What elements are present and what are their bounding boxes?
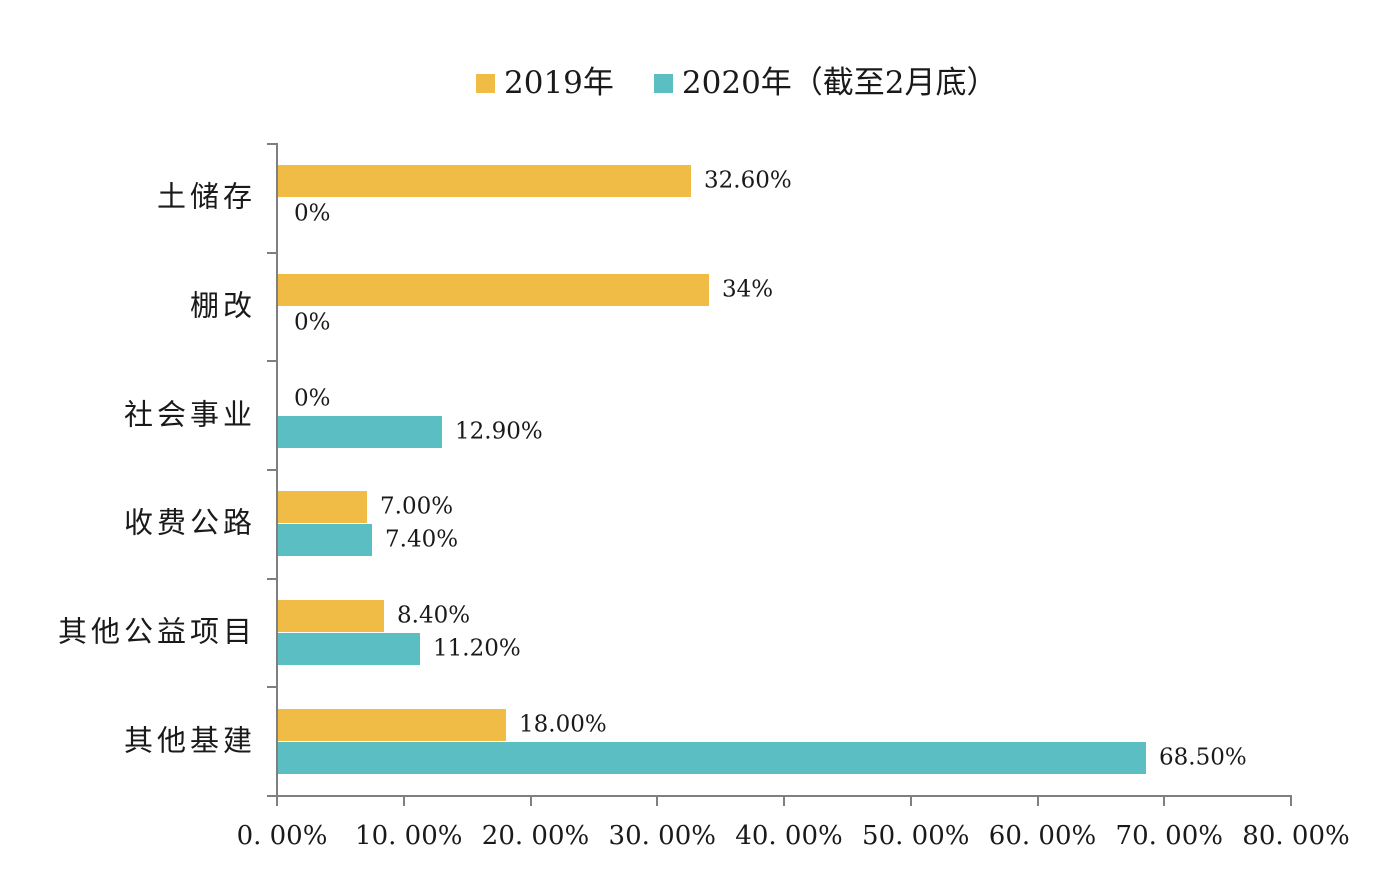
bar-value-label: 0%	[294, 385, 331, 412]
bar-value-label: 0%	[294, 309, 331, 336]
legend-swatch-2019-icon	[476, 74, 495, 93]
category-label: 棚改	[189, 288, 256, 323]
x-axis-tick	[276, 797, 278, 806]
legend-label-2020: 2020年（截至2月底）	[681, 65, 998, 101]
y-axis-tick	[267, 686, 276, 689]
x-axis-tick-label: 50. 00%	[862, 821, 970, 851]
bar-series1	[278, 600, 384, 632]
bar-value-label: 7.40%	[385, 526, 459, 553]
y-axis-tick	[267, 577, 276, 580]
x-axis-tick-label: 80. 00%	[1242, 821, 1350, 851]
category-label: 其他基建	[123, 723, 256, 758]
bar-series1	[278, 491, 367, 524]
x-axis-tick-label: 0. 00%	[236, 821, 328, 851]
bar-series1	[278, 165, 691, 198]
category-label: 社会事业	[123, 397, 256, 432]
bar-value-label: 12.90%	[455, 418, 543, 445]
bar-series1	[278, 274, 709, 306]
y-axis-line	[276, 143, 278, 797]
x-axis-tick	[1036, 797, 1039, 806]
x-axis-tick-label: 70. 00%	[1115, 821, 1223, 851]
y-axis-tick	[267, 251, 276, 254]
y-axis-tick	[267, 143, 276, 145]
x-axis-tick	[1163, 797, 1166, 806]
x-axis-tick	[402, 797, 405, 806]
x-axis-tick	[783, 797, 785, 806]
bar-value-label: 34%	[722, 276, 774, 303]
category-label: 其他公益项目	[57, 614, 256, 649]
legend-item-2020: 2020年（截至2月底）	[653, 65, 998, 101]
y-axis-tick	[267, 795, 276, 797]
bar-value-label: 0%	[294, 200, 331, 227]
y-axis-tick	[267, 469, 276, 471]
bar-value-label: 11.20%	[433, 635, 521, 662]
legend-item-2019: 2019年	[476, 68, 614, 99]
bar-series2	[278, 741, 1146, 774]
x-axis-tick-label: 40. 00%	[735, 821, 843, 851]
legend-swatch-2020-icon	[653, 74, 673, 93]
bar-value-label: 68.50%	[1159, 744, 1247, 771]
bar-value-label: 7.00%	[380, 493, 454, 520]
x-axis-line	[276, 795, 1292, 797]
x-axis-tick	[656, 797, 659, 806]
bar-series1	[278, 708, 506, 741]
bar-series2	[278, 524, 372, 557]
bar-value-label: 32.60%	[704, 167, 792, 194]
x-axis-tick-label: 60. 00%	[988, 821, 1097, 851]
x-axis-tick	[1290, 797, 1292, 806]
bar-value-label: 18.00%	[519, 711, 607, 738]
chart-legend: 2019年 2020年（截至2月底）	[476, 68, 998, 99]
legend-label-2019: 2019年	[504, 65, 614, 101]
x-axis-tick-label: 10. 00%	[355, 821, 463, 851]
x-axis-tick	[529, 797, 532, 806]
category-label: 收费公路	[123, 505, 256, 540]
bar-series2	[278, 633, 420, 665]
bar-series2	[278, 415, 442, 448]
x-axis-tick-label: 20. 00%	[481, 821, 590, 851]
bar-value-label: 8.40%	[397, 602, 471, 629]
y-axis-tick	[267, 360, 276, 363]
x-axis-tick	[909, 797, 912, 806]
category-label: 土储存	[156, 179, 256, 214]
x-axis-tick-label: 30. 00%	[608, 821, 716, 851]
